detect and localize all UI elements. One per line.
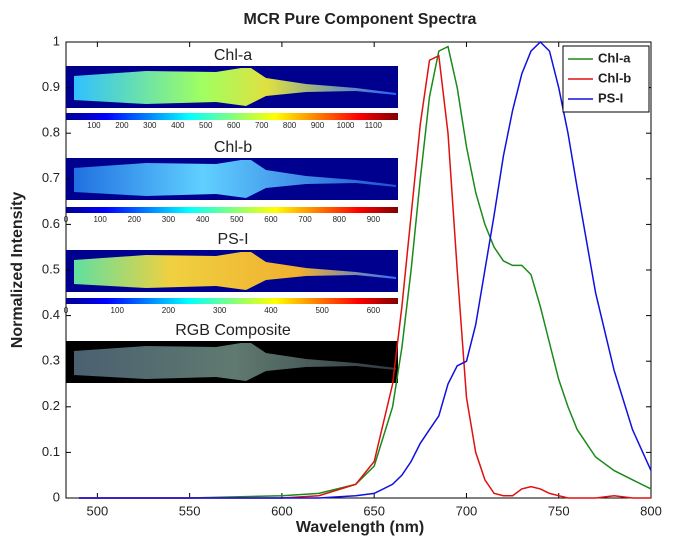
x-tick-label: 600 [271,503,293,518]
inset-image [66,341,398,383]
inset-title: RGB Composite [175,322,291,339]
colorbar-label: 200 [128,215,142,224]
y-tick-label: 0.8 [42,125,60,140]
colorbar-label: 0 [64,306,69,315]
y-tick-label: 0.5 [42,261,60,276]
colorbar-label: 100 [87,121,101,130]
colorbar-label: 300 [162,215,176,224]
colorbar [66,113,398,120]
colorbar-label: 500 [199,121,213,130]
inset-title: Chl-b [214,139,252,156]
x-tick-label: 750 [548,503,570,518]
x-axis-title: Wavelength (nm) [296,519,424,536]
inset-title: Chl-a [214,47,252,64]
colorbar-label: 1000 [337,121,355,130]
colorbar-label: 0 [64,215,69,224]
colorbar-label: 1100 [365,121,383,130]
colorbar-label: 100 [93,215,107,224]
chart-title: MCR Pure Component Spectra [244,11,477,28]
y-tick-label: 0.6 [42,216,60,231]
x-tick-label: 500 [87,503,109,518]
colorbar-label: 800 [283,121,297,130]
colorbar-label: 500 [230,215,244,224]
y-tick-label: 0.2 [42,398,60,413]
colorbar-label: 400 [171,121,185,130]
inset-image [66,250,398,292]
legend: Chl-a Chl-b PS-I [562,45,650,113]
colorbar-label: 700 [255,121,269,130]
series-line [78,40,652,499]
colorbar-label: 600 [227,121,241,130]
y-axis-title: Normalized Intensity [9,192,26,349]
inset-title: PS-I [217,231,248,248]
y-tick-label: 1 [53,33,60,48]
colorbar-label: 300 [143,121,157,130]
inset-image [66,66,398,108]
colorbar-label: 800 [333,215,347,224]
y-tick-label: 0.3 [42,353,60,368]
x-tick-label: 700 [456,503,478,518]
x-tick-label: 800 [640,503,662,518]
y-tick-label: 0.4 [42,307,60,322]
colorbar-label: 900 [311,121,325,130]
series-line [78,54,651,499]
colorbar-label: 100 [111,306,125,315]
legend-label: Chl-b [598,70,631,85]
legend-label: PS-I [598,90,623,105]
colorbar-label: 300 [213,306,227,315]
colorbar-label: 400 [264,306,278,315]
y-tick-label: 0.1 [42,444,60,459]
y-tick-label: 0.7 [42,170,60,185]
colorbar-label: 700 [298,215,312,224]
colorbar-label: 200 [162,306,176,315]
colorbar-label: 400 [196,215,210,224]
colorbar [66,207,398,213]
x-tick-label: 550 [179,503,201,518]
colorbar-label: 600 [264,215,278,224]
y-tick-label: 0.9 [42,79,60,94]
colorbar-label: 200 [115,121,129,130]
colorbar-label: 900 [367,215,381,224]
inset-image [66,158,398,200]
legend-label: Chl-a [598,50,631,65]
y-tick-label: 0 [53,489,60,504]
colorbar [66,298,398,304]
colorbar-label: 600 [367,306,381,315]
colorbar-label: 500 [315,306,329,315]
x-tick-label: 650 [363,503,385,518]
series-line [78,45,652,499]
